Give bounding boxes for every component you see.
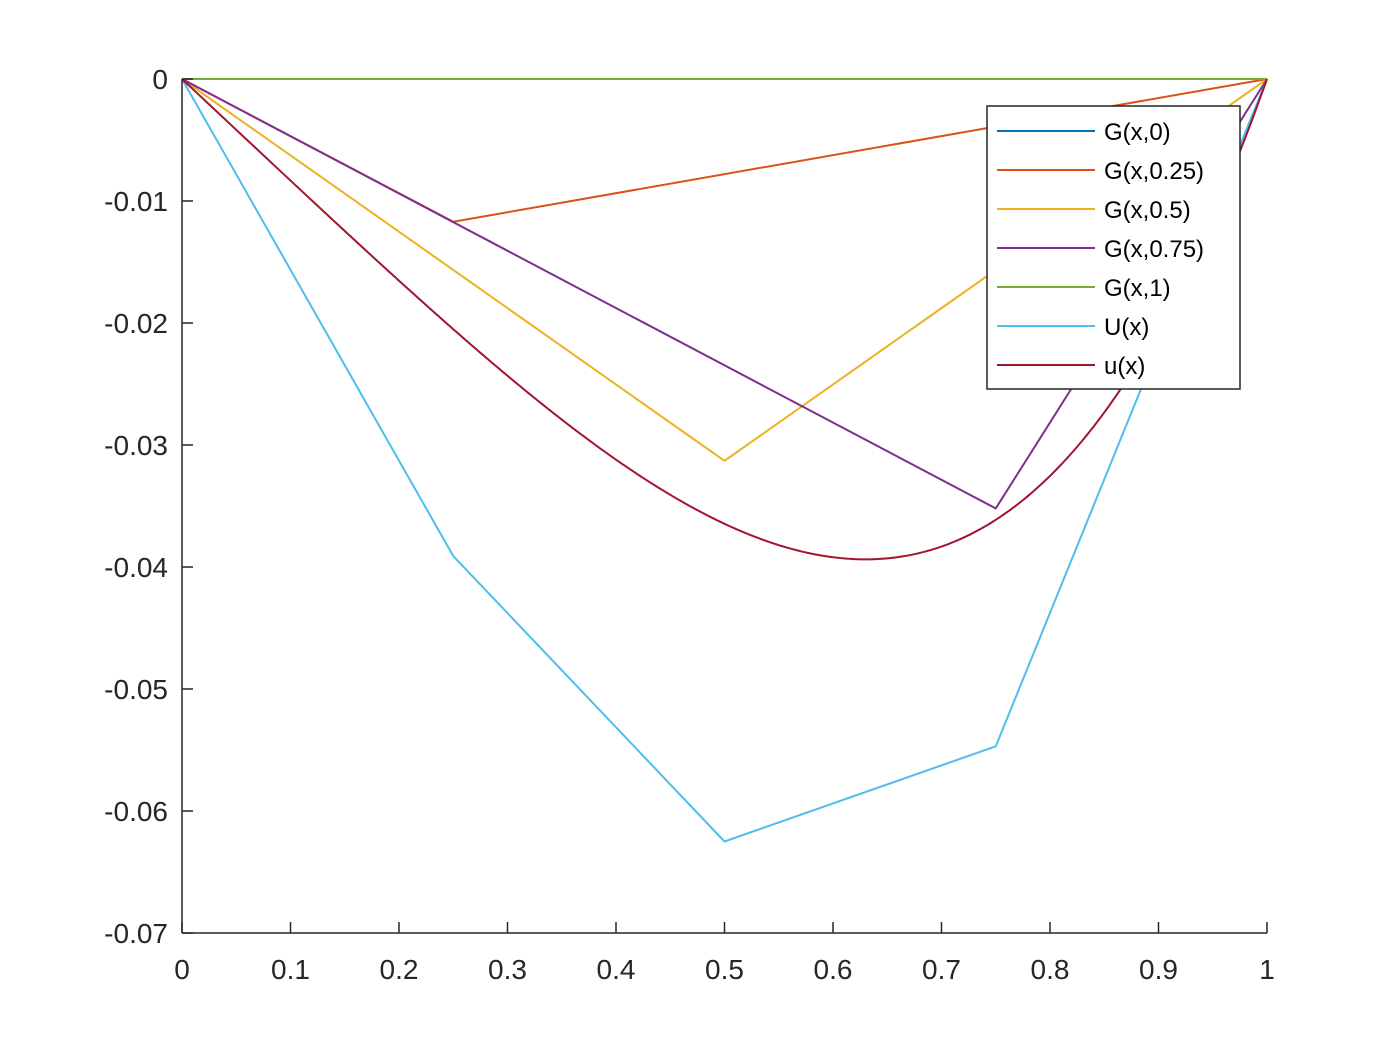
x-tick-label: 0.4	[597, 954, 636, 985]
x-tick-label: 0.5	[705, 954, 744, 985]
legend-label-0: G(x,0)	[1104, 119, 1171, 146]
y-tick-label: -0.04	[104, 552, 168, 583]
x-tick-label: 1	[1259, 954, 1275, 985]
series-line-5	[181, 78, 1268, 843]
x-tick-label: 0.9	[1139, 954, 1178, 985]
y-tick-label: -0.07	[104, 918, 168, 949]
y-tick-label: -0.03	[104, 430, 168, 461]
x-tick-label: 0.7	[922, 954, 961, 985]
legend-label-6: u(x)	[1104, 353, 1145, 380]
legend-label-2: G(x,0.5)	[1104, 197, 1191, 224]
x-tick-label: 0	[174, 954, 190, 985]
plot-area	[181, 78, 1268, 843]
x-tick-label: 0.8	[1031, 954, 1070, 985]
legend-label-1: G(x,0.25)	[1104, 158, 1204, 185]
x-tick-label: 0.1	[271, 954, 310, 985]
series-line-6	[181, 78, 1268, 561]
legend-label-5: U(x)	[1104, 314, 1149, 341]
y-tick-label: -0.02	[104, 308, 168, 339]
legend-label-3: G(x,0.75)	[1104, 236, 1204, 263]
y-tick-label: -0.01	[104, 186, 168, 217]
legend-label-4: G(x,1)	[1104, 275, 1171, 302]
y-tick-label: 0	[152, 64, 168, 95]
x-tick-label: 0.2	[380, 954, 419, 985]
x-tick-label: 0.6	[814, 954, 853, 985]
y-tick-label: -0.06	[104, 796, 168, 827]
axes: 0 0.1 0.2 0.3 0.4 0.5 0.6 0.7 0.8 0.9 1 0 -0.01 -0.02…	[104, 64, 1275, 985]
legend: G(x,0) G(x,0.25) G(x,0.5) G(x,0.75) G(x,1) U(…	[986, 105, 1241, 390]
y-tick-label: -0.05	[104, 674, 168, 705]
x-tick-label: 0.3	[488, 954, 527, 985]
